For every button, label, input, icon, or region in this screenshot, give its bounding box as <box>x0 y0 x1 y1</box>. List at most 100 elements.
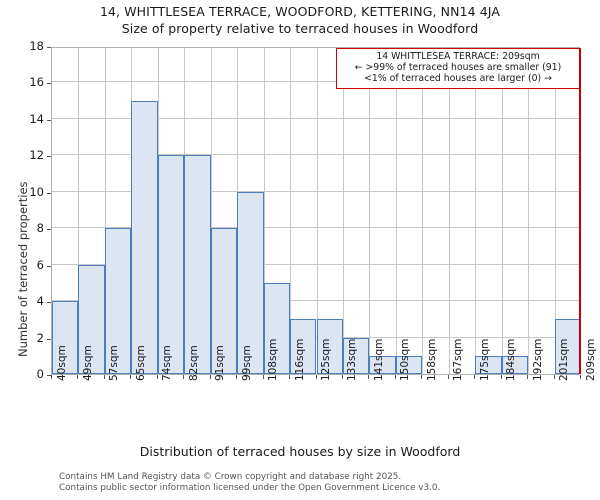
footer-line-2: Contains public sector information licen… <box>59 482 441 493</box>
y-tick-mark <box>47 265 51 267</box>
bar <box>501 355 529 374</box>
x-tick-label: 192sqm <box>531 338 544 381</box>
x-tick-mark <box>130 375 132 379</box>
x-tick-mark <box>183 375 185 379</box>
gridline-vertical <box>290 48 291 374</box>
x-tick-label: 167sqm <box>452 338 465 381</box>
gridline-vertical <box>475 48 476 374</box>
gridline-vertical <box>369 48 370 374</box>
page-subtitle: Size of property relative to terraced ho… <box>121 21 479 36</box>
bar <box>210 228 238 374</box>
x-tick-label: 125sqm <box>320 338 332 381</box>
bar <box>290 319 317 374</box>
y-tick-label: 18 <box>29 39 44 53</box>
y-tick-mark <box>47 338 51 340</box>
annotation-line-2: ← >99% of terraced houses are smaller (9… <box>354 62 562 74</box>
bar <box>395 355 423 374</box>
gridline-horizontal <box>52 190 579 192</box>
gridline-vertical <box>555 48 556 374</box>
gridline-vertical <box>343 48 344 374</box>
x-tick-label: 65sqm <box>134 345 147 381</box>
x-tick-label: 108sqm <box>267 338 280 381</box>
x-tick-mark <box>51 375 52 379</box>
y-tick-label: 0 <box>36 367 44 381</box>
gridlines <box>52 48 579 374</box>
x-tick-label: 201sqm <box>558 338 571 381</box>
bar <box>316 319 343 374</box>
bar <box>52 301 79 374</box>
x-tick-mark <box>368 375 370 379</box>
footer-attribution: Contains HM Land Registry data © Crown c… <box>59 472 599 493</box>
x-tick-mark <box>500 375 502 379</box>
y-tick-label: 16 <box>29 75 44 90</box>
x-tick-mark <box>580 375 581 379</box>
y-tick-label: 14 <box>29 111 44 126</box>
page-title: 14, WHITTLESEA TERRACE, WOODFORD, KETTER… <box>99 4 501 19</box>
y-tick-mark <box>47 302 51 304</box>
x-tick-label: 150sqm <box>399 338 412 381</box>
gridline-horizontal <box>52 81 579 83</box>
bar <box>157 155 185 374</box>
x-tick-mark <box>315 375 317 379</box>
y-tick-mark <box>47 229 51 231</box>
x-tick-label: 141sqm <box>372 338 385 381</box>
x-tick-mark <box>236 375 238 379</box>
bar <box>184 155 211 374</box>
y-tick-mark <box>47 119 51 121</box>
bar <box>475 355 502 374</box>
gridline-vertical <box>396 48 397 374</box>
bar <box>104 228 132 374</box>
x-tick-mark <box>527 375 529 379</box>
y-tick-label: 2 <box>36 330 44 345</box>
gridline-vertical <box>449 48 450 374</box>
gridline-vertical <box>528 48 529 374</box>
x-tick-mark <box>394 375 396 379</box>
y-tick-mark <box>47 47 51 48</box>
x-tick-label: 82sqm <box>187 345 200 381</box>
x-axis-title: Distribution of terraced houses by size … <box>139 444 461 459</box>
x-tick-label: 57sqm <box>108 345 121 381</box>
bar <box>369 355 396 374</box>
x-tick-mark <box>262 375 264 379</box>
x-tick-label: 133sqm <box>346 338 359 381</box>
x-tick-mark <box>209 375 211 379</box>
x-tick-mark <box>553 375 555 379</box>
gridline-horizontal <box>52 117 579 119</box>
gridline-vertical <box>422 48 423 374</box>
gridline-horizontal <box>52 227 579 229</box>
gridline-vertical <box>264 48 265 374</box>
bar <box>78 264 105 374</box>
y-tick-label: 12 <box>29 148 44 163</box>
gridline-vertical <box>211 48 212 374</box>
x-tick-label: 99sqm <box>240 345 253 381</box>
y-tick-label: 6 <box>36 257 44 272</box>
plot-area <box>51 47 581 375</box>
x-tick-mark <box>421 375 423 379</box>
annotation-box: 14 WHITTLESEA TERRACE: 209sqm ← >99% of … <box>336 48 580 89</box>
y-tick-mark <box>47 156 51 158</box>
x-tick-label: 40sqm <box>55 345 68 381</box>
annotation-line-1: 14 WHITTLESEA TERRACE: 209sqm <box>376 51 540 62</box>
bar <box>237 191 264 374</box>
x-tick-label: 74sqm <box>161 345 174 381</box>
y-tick-label: 10 <box>29 184 44 199</box>
y-tick-mark <box>47 192 51 194</box>
bars-group <box>52 48 581 374</box>
bar <box>131 100 158 374</box>
gridline-vertical <box>78 48 79 374</box>
y-tick-label: 8 <box>36 221 44 236</box>
bar <box>342 337 370 374</box>
gridline-vertical <box>317 48 318 374</box>
bar <box>554 319 581 374</box>
x-tick-label: 175sqm <box>478 338 491 381</box>
x-tick-label: 116sqm <box>293 338 306 381</box>
x-tick-mark <box>474 375 476 379</box>
y-tick-label: 4 <box>36 294 44 309</box>
bar <box>263 282 291 374</box>
x-tick-label: 91sqm <box>214 345 227 381</box>
gridline-vertical <box>105 48 106 374</box>
x-tick-mark <box>447 375 449 379</box>
x-tick-label: 49sqm <box>81 345 94 381</box>
x-tick-mark <box>103 375 105 379</box>
